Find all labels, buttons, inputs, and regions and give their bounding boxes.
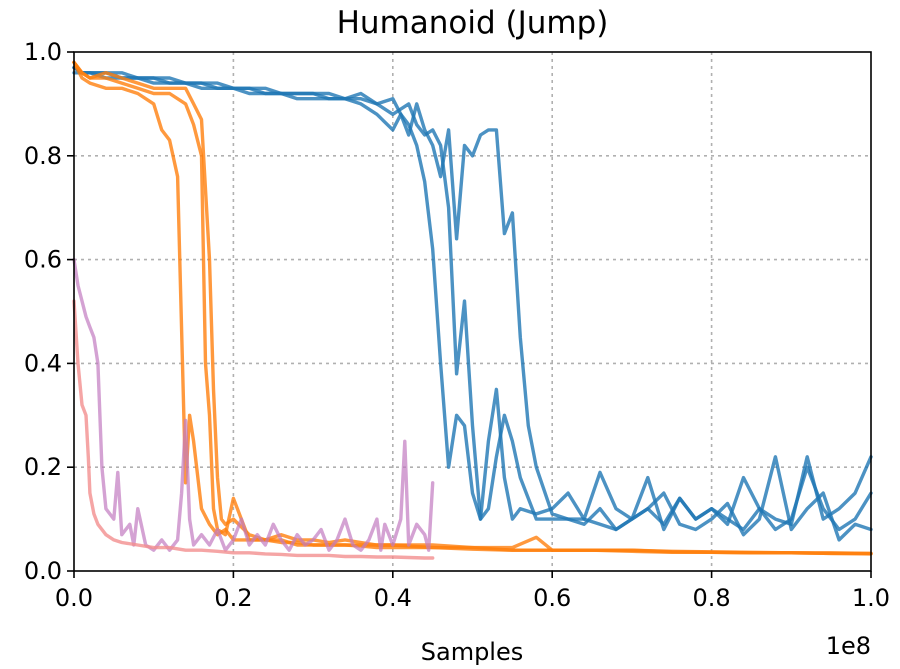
- y-tick-label: 1.0: [24, 38, 62, 66]
- series-line-6: [72, 60, 873, 556]
- x-tick-label: 0.4: [374, 584, 412, 612]
- series-line-2: [72, 65, 873, 542]
- y-tick-label: 0.2: [24, 453, 62, 481]
- y-tick-label: 0.8: [24, 142, 62, 170]
- series-group: [72, 60, 873, 560]
- x-tick-label: 0.8: [693, 584, 731, 612]
- axis-ticks: 0.0 0.2 0.4 0.6 0.8 1.0 0.0 0.2 0.4 0.6 0.8 1.0: [24, 38, 890, 612]
- y-tick-label: 0.0: [24, 557, 62, 585]
- x-tick-label: 0.6: [533, 584, 571, 612]
- series-line-7: [72, 257, 435, 552]
- y-tick-label: 0.6: [24, 246, 62, 274]
- y-tick-label: 0.4: [24, 349, 62, 377]
- x-tick-label: 0.2: [214, 584, 252, 612]
- x-tick-label: 1.0: [852, 584, 890, 612]
- series-line-8: [72, 299, 435, 560]
- chart-title: Humanoid (Jump): [337, 5, 609, 41]
- grid: [74, 52, 871, 571]
- x-axis-offset-label: 1e8: [826, 632, 871, 660]
- plot-frame: [73, 51, 872, 572]
- x-tick-label: 0.0: [55, 584, 93, 612]
- series-line-3: [72, 71, 873, 532]
- series-line-1: [72, 65, 873, 532]
- x-axis-label: Samples: [421, 638, 524, 666]
